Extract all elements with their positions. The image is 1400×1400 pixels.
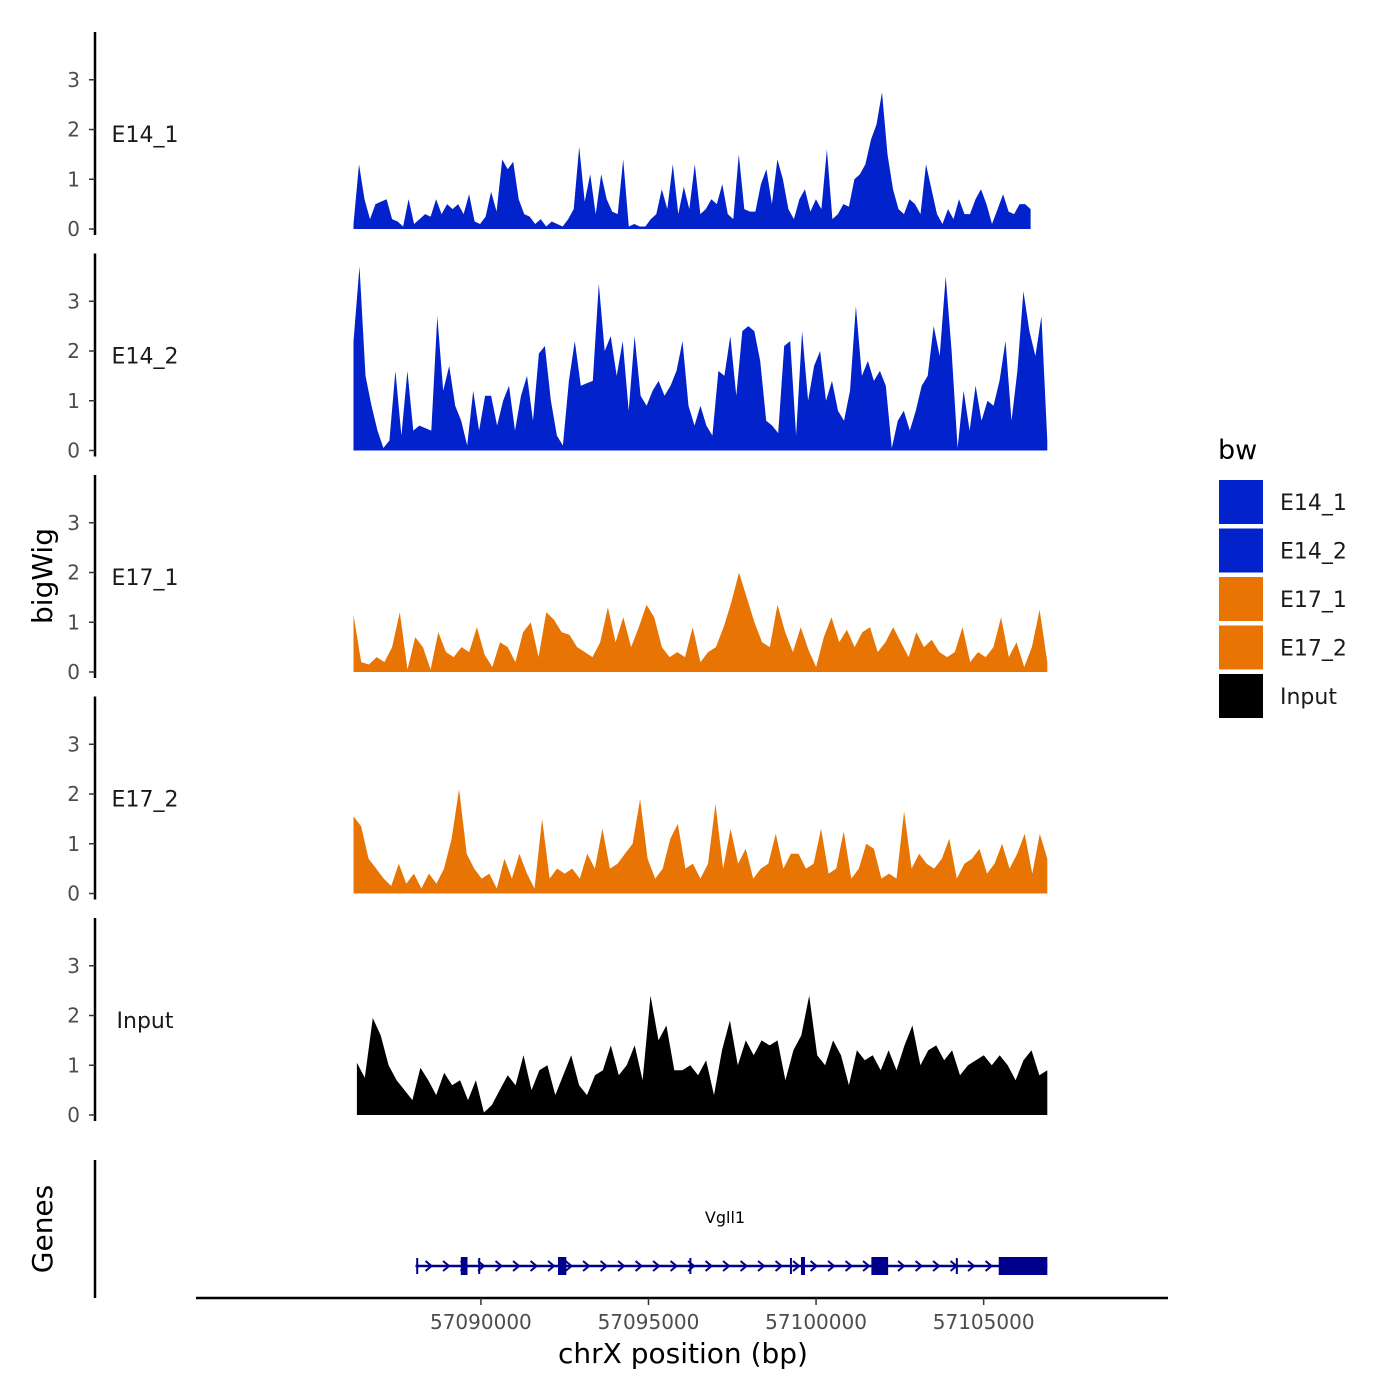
gene-exon [557,1257,567,1275]
y-tick-label: 3 [67,68,80,92]
y-axis-title: bigWig [26,528,59,624]
signal-area-E17_1 [353,572,1048,672]
track-label: E14_1 [112,123,179,148]
signal-area-E14_1 [353,92,1031,229]
strand-arrow [739,1260,749,1272]
legend-swatch-E17_1 [1219,577,1263,621]
y-tick-label: 3 [67,511,80,535]
y-tick-label: 0 [67,217,80,241]
strand-arrow [792,1260,801,1272]
panel-E14_1: 0 1 2 3 E14_1 [67,32,1031,241]
legend-title: bw [1218,435,1257,466]
panel-E17_1: 0 1 2 3 E17_1 [67,475,1048,684]
gene-label: Vgll1 [705,1208,745,1227]
y-tick-label: 1 [67,610,80,634]
strand-arrow [844,1260,854,1272]
strand-arrow [914,1260,924,1272]
legend-swatch-E14_2 [1219,528,1263,573]
track-label: E14_2 [112,345,179,370]
signal-area-E14_2 [353,266,1048,451]
y-tick-label: 1 [67,832,80,856]
strand-arrow [599,1260,609,1272]
strand-arrow [494,1260,504,1272]
gene-exon [998,1257,1048,1275]
track-label: E17_2 [112,788,179,813]
strand-arrow [669,1260,679,1272]
x-tick-label: 57095000 [598,1310,700,1334]
strand-arrow [424,1260,434,1272]
gene-exon [460,1257,468,1275]
strand-arrow [442,1260,451,1272]
strand-arrow [862,1260,871,1272]
y-tick-label: 2 [67,118,80,142]
strand-arrow [547,1260,556,1272]
y-tick-label: 2 [67,561,80,585]
legend-swatch-E17_2 [1219,625,1263,670]
legend-label-E14_2: E14_2 [1280,540,1347,565]
track-label: E17_1 [112,566,179,591]
panel-E14_2: 0 1 2 3 E14_2 [67,253,1048,463]
x-tick-label: 57090000 [430,1310,532,1334]
legend-label-E17_2: E17_2 [1280,637,1347,662]
gene-exon [800,1257,805,1275]
x-axis-title: chrX position (bp) [558,1337,808,1370]
strand-arrow [809,1260,819,1272]
strand-arrow [512,1260,521,1272]
y-tick-label: 1 [67,1053,80,1077]
strand-arrow [652,1260,661,1272]
y-tick-label: 2 [67,1004,80,1028]
legend-swatch-Input [1219,674,1263,718]
y-tick-label: 0 [67,439,80,463]
legend-swatch-E14_1 [1219,480,1263,524]
legend-label-Input: Input [1280,685,1337,710]
x-tick-label: 57100000 [765,1310,867,1334]
signal-area-Input [356,995,1048,1115]
signal-panels: 0 1 2 3 E14_1 0 1 2 3 E14_2 0 1 2 3 E17_1 0 1 2 3 E17_2 0 1 2 3… [67,32,1048,1127]
y-tick-label: 1 [67,389,80,413]
strand-arrow [582,1260,591,1272]
signal-area-E17_2 [353,789,1048,894]
strand-arrow [529,1260,539,1272]
y-tick-label: 2 [67,782,80,806]
legend-label-E14_1: E14_1 [1280,491,1347,516]
y-tick-label: 3 [67,732,80,756]
y-tick-label: 2 [67,339,80,363]
strand-arrow [722,1260,731,1272]
panel-E17_2: 0 1 2 3 E17_2 [67,696,1048,906]
strand-arrow [984,1260,994,1272]
x-axis: 57090000 57095000 57100000 57105000 [196,1296,1168,1334]
y-tick-label: 3 [67,954,80,978]
y-tick-label: 0 [67,660,80,684]
strand-arrow [617,1260,626,1272]
x-tick-label: 57105000 [933,1310,1035,1334]
strand-arrow [774,1260,784,1272]
strand-arrow [704,1260,714,1272]
strand-arrow [564,1260,574,1272]
strand-arrow [967,1260,976,1272]
y-tick-label: 3 [67,289,80,313]
strand-arrow [827,1260,836,1272]
track-label: Input [117,1009,174,1034]
strand-arrow [897,1260,906,1272]
strand-arrow [932,1260,941,1272]
y-tick-label: 0 [67,1103,80,1127]
panel-Input: 0 1 2 3 Input [67,918,1048,1127]
strand-arrow [634,1260,644,1272]
y-tick-label: 1 [67,167,80,191]
strand-arrow [757,1260,766,1272]
genes-panel: Vgll1 [93,1160,1048,1298]
genes-axis-title: Genes [26,1185,59,1273]
y-tick-label: 0 [67,882,80,906]
gene-exon [871,1257,889,1275]
legend: bw E14_1 E14_2 E17_1 E17_2 Input [1218,435,1347,718]
legend-label-E17_1: E17_1 [1280,588,1347,613]
